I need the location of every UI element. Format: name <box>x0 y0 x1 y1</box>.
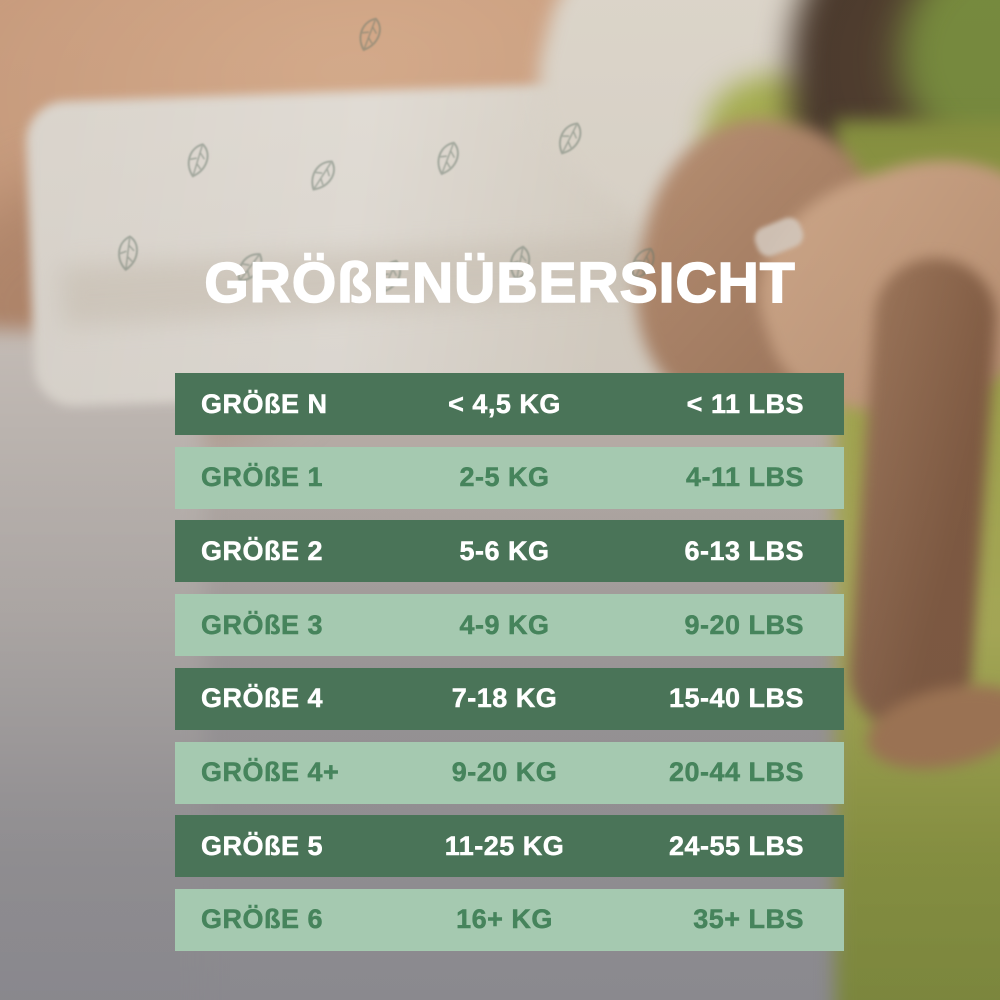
leaf-print-icon <box>311 160 335 191</box>
leaf-print-icon <box>118 235 138 272</box>
leaf-print-icon <box>187 143 209 178</box>
size-label: GRÖßE 3 <box>201 609 324 640</box>
size-label: GRÖßE 4+ <box>201 757 340 788</box>
leaf-print-icon <box>379 259 401 293</box>
size-label: GRÖßE 2 <box>201 535 324 567</box>
photo-layer-linen-clothing <box>0 330 205 1000</box>
size-label: GRÖßE 5 <box>201 830 324 861</box>
table-row: GRÖßE N < 4,5 KG < 11 LBS <box>175 373 844 435</box>
weight-lbs-value: 6-13 LBS <box>684 535 804 567</box>
table-row: GRÖßE 5 11-25 KG 24-55 LBS <box>175 815 844 878</box>
table-row: GRÖßE 4+ 9-20 KG 20-44 LBS <box>175 741 844 804</box>
weight-kg-value: < 4,5 KG <box>448 388 561 419</box>
size-label: GRÖßE N <box>201 388 328 419</box>
page-title: GRÖßENÜBERSICHT <box>204 250 796 316</box>
weight-lbs-value: 9-20 LBS <box>684 609 804 640</box>
weight-kg-value: 9-20 KG <box>451 757 558 788</box>
table-row: GRÖßE 4 7-18 KG 15-40 LBS <box>175 667 844 730</box>
weight-lbs-value: < 11 LBS <box>686 388 804 419</box>
weight-kg-value: 11-25 KG <box>444 830 565 861</box>
weight-kg-value: 2-5 KG <box>459 462 550 493</box>
leaf-print-icon <box>631 247 655 280</box>
weight-kg-value: 16+ KG <box>456 904 553 935</box>
leaf-print-icon <box>510 245 531 281</box>
size-label: GRÖßE 1 <box>201 462 324 493</box>
weight-lbs-value: 4-11 LBS <box>685 462 804 493</box>
weight-lbs-value: 24-55 LBS <box>668 830 804 861</box>
table-row: GRÖßE 6 16+ KG 35+ LBS <box>175 888 844 951</box>
table-row: GRÖßE 3 4-9 KG 9-20 LBS <box>175 594 844 657</box>
leaf-print-icon <box>359 17 381 52</box>
leaf-print-icon <box>558 122 582 155</box>
weight-kg-value: 7-18 KG <box>451 683 558 714</box>
size-label: GRÖßE 6 <box>201 904 324 935</box>
weight-lbs-value: 20-44 LBS <box>668 757 804 788</box>
leaf-print-icon <box>237 253 263 282</box>
size-label: GRÖßE 4 <box>201 683 324 714</box>
weight-lbs-value: 15-40 LBS <box>668 683 804 714</box>
table-row: GRÖßE 2 5-6 KG 6-13 LBS <box>175 520 844 583</box>
weight-lbs-value: 35+ LBS <box>693 904 804 935</box>
table-row: GRÖßE 1 2-5 KG 4-11 LBS <box>175 446 844 509</box>
weight-kg-value: 4-9 KG <box>459 609 550 640</box>
weight-kg-value: 5-6 KG <box>459 535 550 567</box>
leaf-print-icon <box>437 141 459 176</box>
size-table: GRÖßE N < 4,5 KG < 11 LBS GRÖßE 1 2-5 KG… <box>175 373 844 951</box>
